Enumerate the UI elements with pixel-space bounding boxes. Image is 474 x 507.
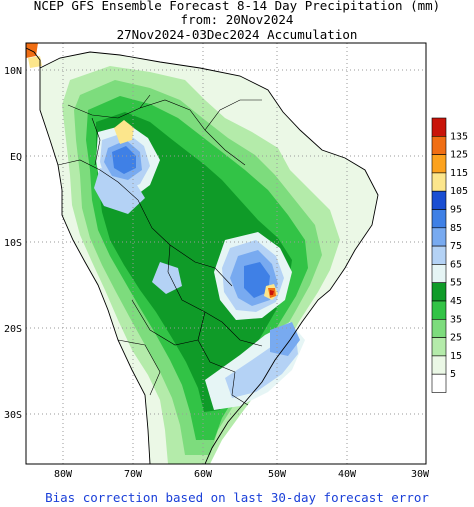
bias-correction-note: Bias correction based on last 30-day for… bbox=[45, 490, 429, 505]
title-line-3: 27Nov2024-03Dec2024 Accumulation bbox=[116, 27, 358, 42]
legend-swatch bbox=[431, 282, 447, 302]
legend-swatch bbox=[431, 355, 447, 375]
legend-label: 65 bbox=[450, 259, 462, 270]
precip-65 bbox=[94, 168, 145, 214]
coastline bbox=[26, 47, 379, 464]
lon-label: 30W bbox=[411, 469, 430, 480]
legend-label: 75 bbox=[450, 241, 462, 252]
legend-label: 55 bbox=[450, 278, 462, 289]
legend-label: 5 bbox=[450, 369, 456, 380]
precip-105 bbox=[114, 120, 134, 144]
legend-swatch bbox=[431, 154, 447, 174]
precip-65 bbox=[152, 262, 182, 294]
lat-label: 30S bbox=[4, 410, 22, 421]
legend-label: 115 bbox=[450, 168, 468, 179]
lon-label: 80W bbox=[54, 469, 73, 480]
lat-label: 10S bbox=[4, 238, 22, 249]
legend-swatch bbox=[431, 337, 447, 357]
legend-swatch bbox=[431, 117, 447, 137]
precipitation-field bbox=[26, 43, 378, 464]
lat-label: EQ bbox=[10, 152, 22, 163]
legend-swatch bbox=[431, 227, 447, 247]
legend-swatch bbox=[431, 245, 447, 265]
map-frame bbox=[25, 42, 427, 465]
legend-swatch bbox=[431, 172, 447, 192]
country-borders bbox=[57, 94, 263, 406]
lon-label: 50W bbox=[268, 469, 287, 480]
legend-label: 95 bbox=[450, 205, 462, 216]
legend-label: 45 bbox=[450, 296, 462, 307]
lat-label: 10N bbox=[4, 66, 22, 77]
legend-swatch bbox=[431, 190, 447, 210]
precip-85 bbox=[244, 262, 270, 298]
legend-label: 85 bbox=[450, 223, 462, 234]
title-line-1: NCEP GFS Ensemble Forecast 8-14 Day Prec… bbox=[33, 0, 441, 13]
legend-label: 135 bbox=[450, 131, 468, 142]
precip-135 bbox=[270, 290, 274, 295]
precip-85 bbox=[112, 146, 136, 174]
legend-swatch bbox=[431, 264, 447, 283]
legend-label: 105 bbox=[450, 186, 468, 197]
longitude-labels: 80W 70W 60W 50W 40W 30W bbox=[54, 469, 430, 480]
legend-swatch bbox=[431, 209, 447, 229]
legend-swatch bbox=[431, 373, 447, 393]
legend-label: 15 bbox=[450, 351, 462, 362]
lat-label: 20S bbox=[4, 324, 22, 335]
legend-swatch bbox=[431, 300, 447, 320]
precip-105 bbox=[28, 56, 42, 68]
legend-label: 35 bbox=[450, 314, 462, 325]
legend-label: 25 bbox=[450, 333, 462, 344]
latitude-labels: 10N EQ 10S 20S 30S bbox=[4, 66, 22, 421]
lon-label: 70W bbox=[124, 469, 143, 480]
legend-swatch bbox=[431, 136, 447, 155]
legend-swatch bbox=[431, 318, 447, 338]
lon-label: 40W bbox=[338, 469, 357, 480]
legend-label: 125 bbox=[450, 150, 468, 161]
map-grid bbox=[26, 43, 426, 464]
lon-label: 60W bbox=[194, 469, 213, 480]
title-line-2: from: 20Nov2024 bbox=[180, 12, 294, 27]
color-legend: 135 125 115 105 95 85 75 65 55 45 35 25 15 5 bbox=[431, 117, 468, 393]
